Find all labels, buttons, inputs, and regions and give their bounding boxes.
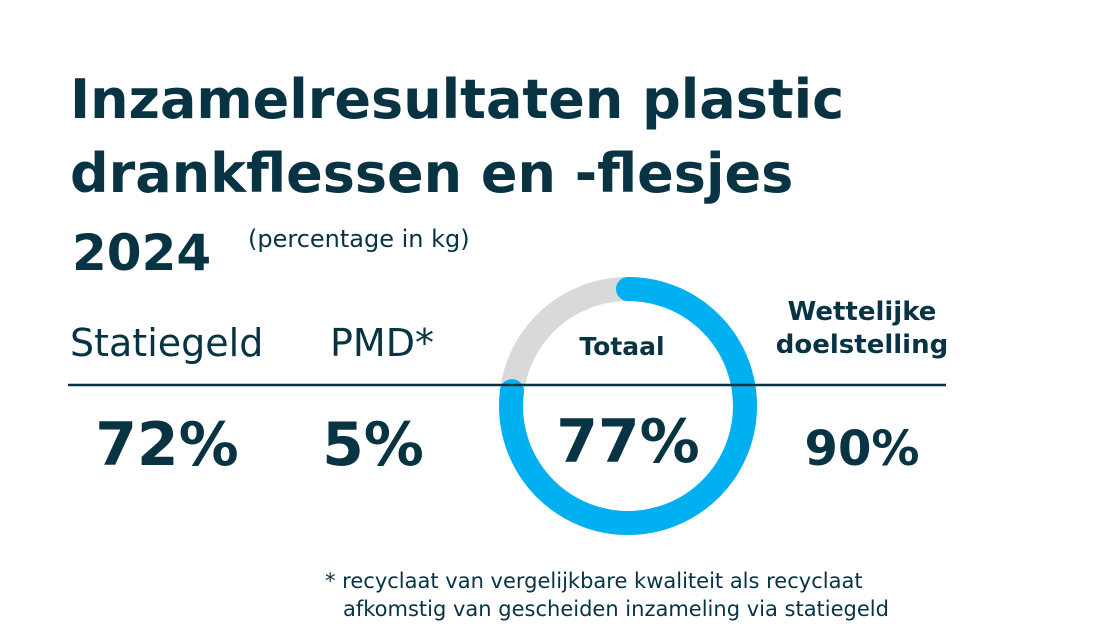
column-label: Totaal (579, 332, 664, 361)
footnote: * recyclaat van vergelijkbare kwaliteit … (325, 569, 863, 593)
column-label: PMD* (330, 321, 434, 365)
column-label: doelstelling (776, 330, 948, 360)
column-value: 72% (95, 410, 239, 480)
column-label: Statiegeld (70, 321, 263, 365)
title: Inzamelresultaten plastic (70, 68, 844, 131)
title: drankflessen en -flesjes (70, 142, 793, 205)
footnote: afkomstig van gescheiden inzameling via … (343, 597, 889, 621)
unit-note: (percentage in kg) (248, 225, 470, 253)
column-value: 5% (322, 410, 424, 480)
column-value: 90% (805, 421, 920, 477)
year: 2024 (72, 224, 211, 282)
ring-arc (499, 277, 757, 535)
column-label: Wettelijke (788, 297, 937, 327)
ring (499, 277, 757, 535)
column-value: 77% (556, 407, 700, 477)
